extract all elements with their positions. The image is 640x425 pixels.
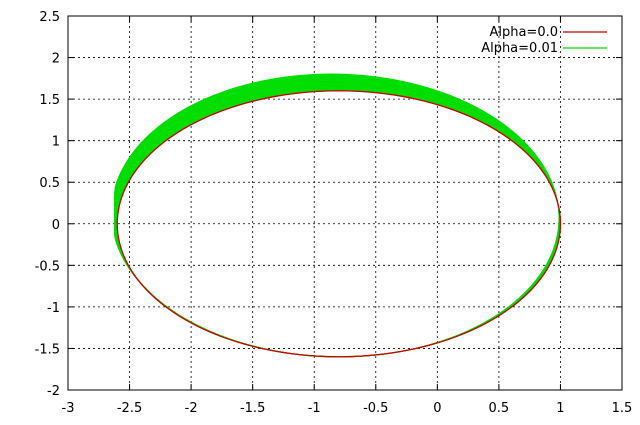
legend: Alpha=0.0 Alpha=0.01 [481,25,607,56]
y-tick-label: -1.5 [35,342,60,357]
y-tick-label: 2.5 [39,10,60,25]
legend-label-alpha-0: Alpha=0.0 [489,25,558,40]
series-alpha-0-orbit [116,90,562,358]
grid-layer [68,16,622,390]
plot-frame [67,15,623,391]
x-tick-label: 1 [556,401,564,416]
x-tick-label: 0.5 [489,401,510,416]
x-tick-label: -2.5 [117,401,142,416]
series-layer [114,73,562,358]
x-tick-label: -0.5 [363,401,388,416]
y-tick-label: 0.5 [39,176,60,191]
y-tick-label: 0 [52,218,60,233]
legend-label-alpha-001: Alpha=0.01 [481,41,558,56]
x-tick-label: -3 [62,401,75,416]
tick-labels: -3 -2.5 -2 -1.5 -1 -0.5 0 0.5 1 1.5 -2 -1.5 -1 -0.5 0 0… [35,10,633,416]
x-tick-label: -2 [185,401,198,416]
x-tick-label: -1 [308,401,321,416]
y-tick-label: -2 [47,384,60,399]
axis-ticks [67,15,623,391]
x-tick-label: 1.5 [612,401,633,416]
y-tick-label: -0.5 [35,259,60,274]
y-tick-label: 2 [52,52,60,67]
y-tick-label: 1 [52,135,60,150]
y-tick-label: 1.5 [39,93,60,108]
x-tick-label: -1.5 [240,401,265,416]
y-tick-label: -1 [47,301,60,316]
x-tick-label: 0 [433,401,441,416]
